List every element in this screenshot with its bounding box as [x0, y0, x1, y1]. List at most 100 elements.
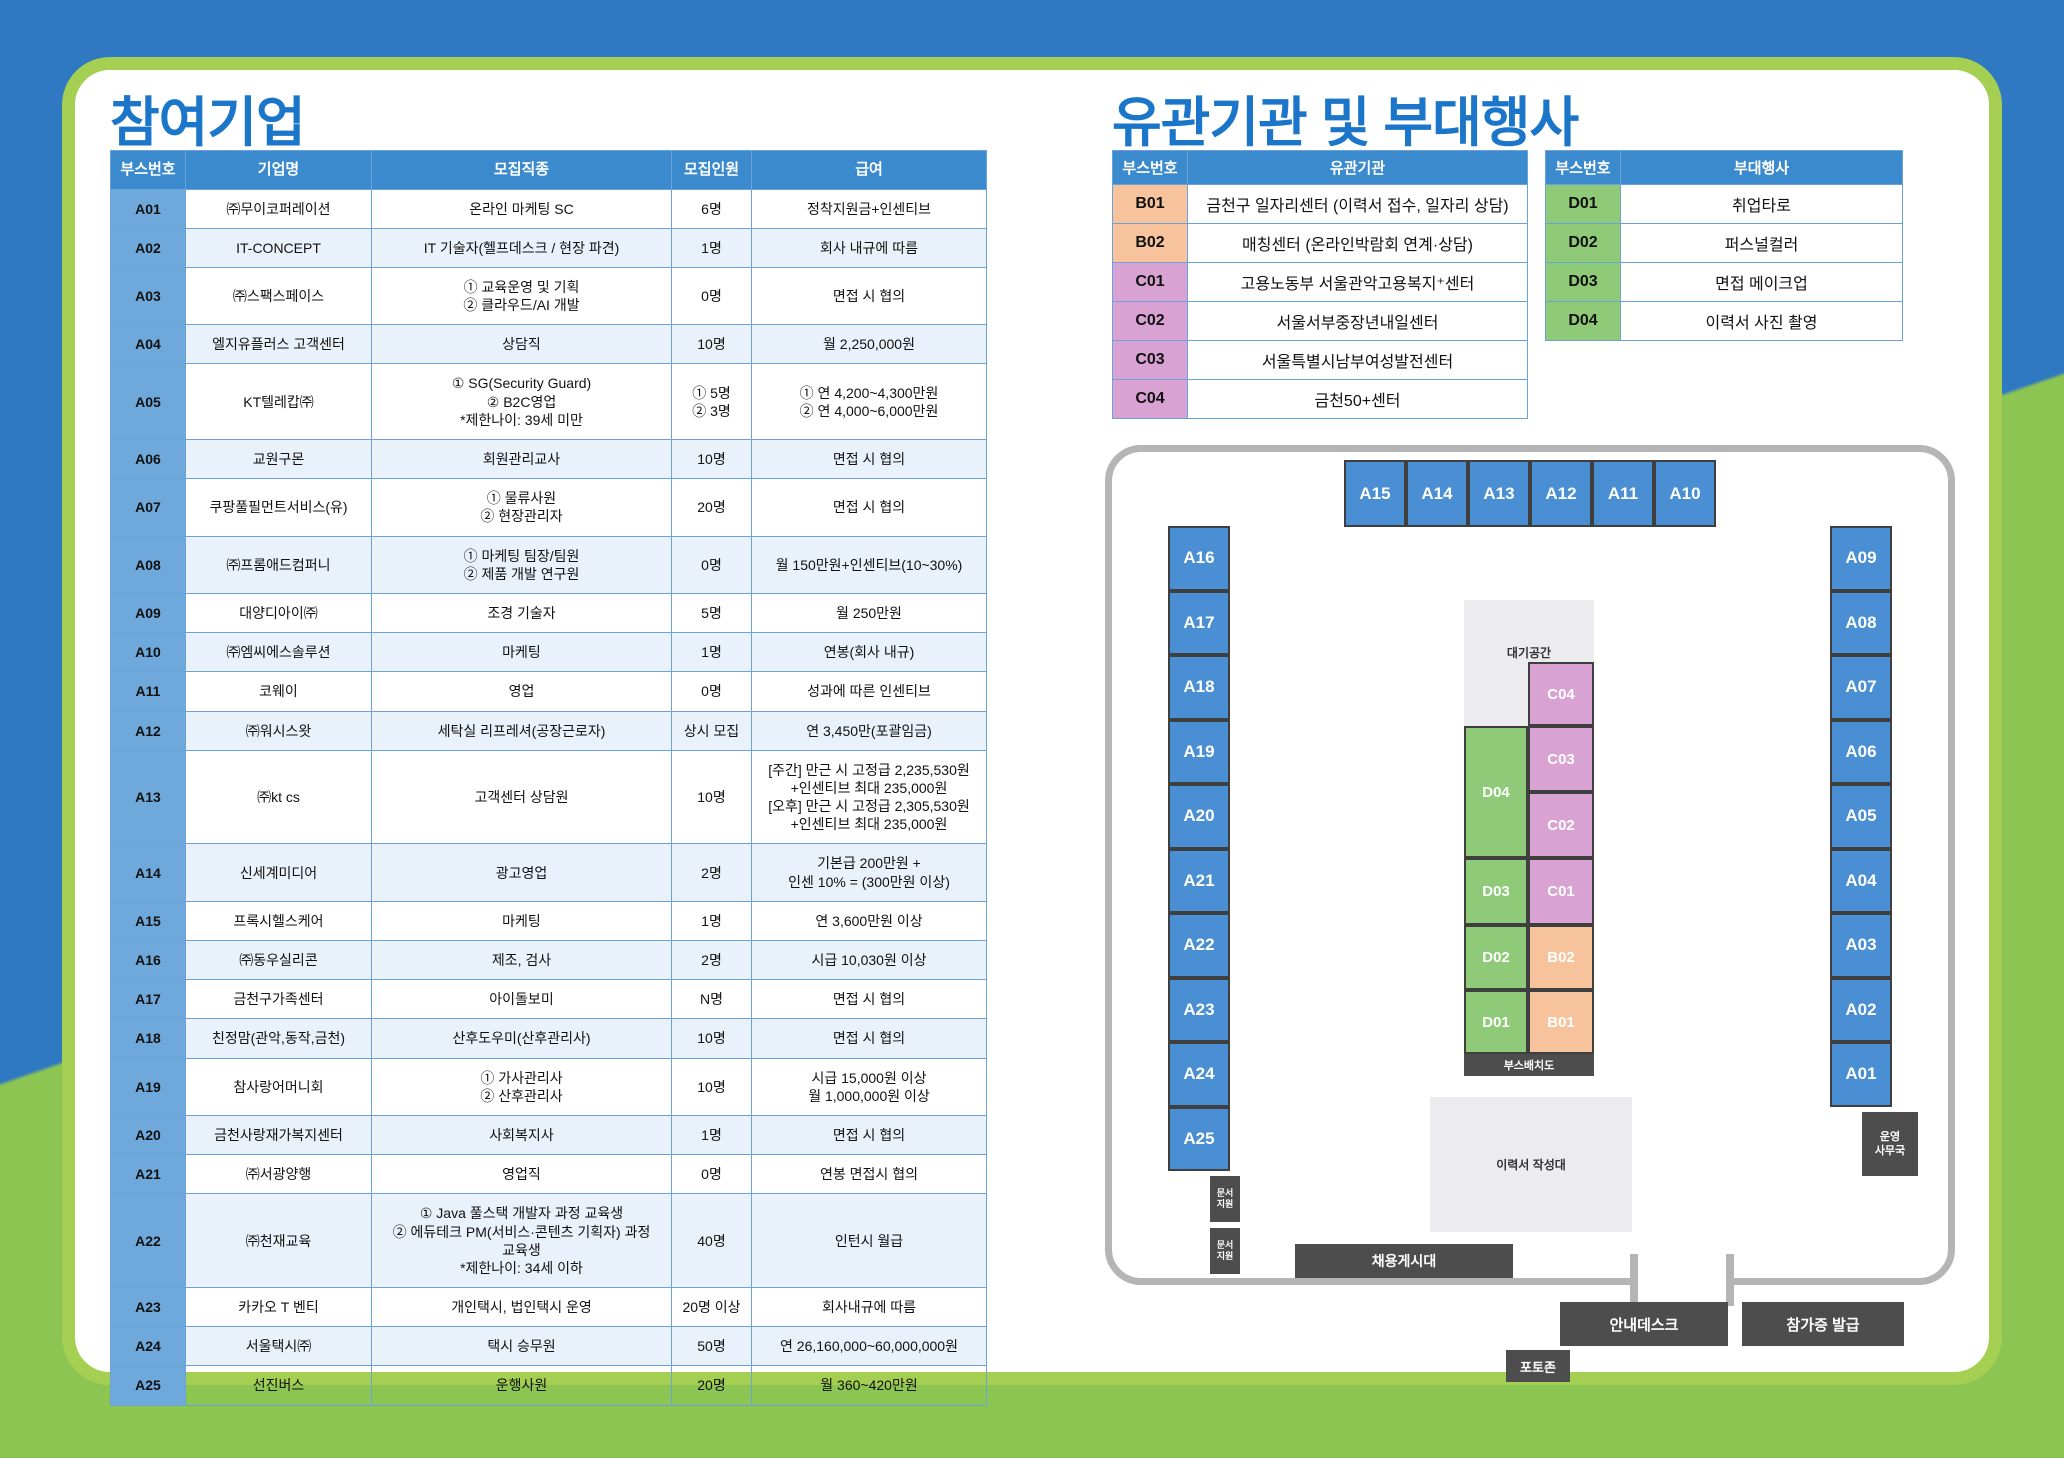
map-booth-A21: A21 [1168, 848, 1230, 913]
column-header: 부스번호 [1112, 150, 1188, 185]
cell-company: IT-CONCEPT [185, 227, 372, 268]
org-table: 부스번호 유관기관 B01 금천구 일자리센터 (이력서 접수, 일자리 상담) B0… [1112, 150, 1528, 419]
cell-salary: 정착지원금+인센티브 [751, 188, 987, 229]
company-row-A01: A01 ㈜무이코퍼레이션 온라인 마케팅 SC 6명 정착지원금+인센티브 [110, 188, 987, 229]
cell-count: 0명 [671, 535, 752, 594]
cell-name: 이력서 사진 촬영 [1620, 301, 1903, 341]
cell-count: 40명 [671, 1193, 752, 1289]
cell-count: 1명 [671, 632, 752, 673]
cell-booth: D03 [1545, 262, 1621, 302]
cell-booth: A01 [110, 188, 186, 229]
cell-job: 세탁실 리프레셔(공장근로자) [371, 710, 672, 751]
cell-name: 매칭센터 (온라인박람회 연계·상담) [1187, 223, 1528, 263]
cell-booth: A20 [110, 1114, 186, 1156]
cell-booth: A25 [110, 1365, 186, 1406]
map-booth-D01: D01 [1464, 990, 1528, 1054]
cell-name: 금천50+센터 [1187, 379, 1528, 419]
operations-office-box: 운영 사무국 [1862, 1112, 1918, 1176]
cell-company: ㈜천재교육 [185, 1193, 372, 1289]
company-row-A16: A16 ㈜동우실리콘 제조, 검사 2명 시급 10,030원 이상 [110, 939, 987, 981]
job-posting-board: 채용게시대 [1295, 1244, 1513, 1278]
center-booth-block: 대기공간 C04 D04 C03 C02 D03 C01 D02 B02 D01… [1464, 600, 1594, 1076]
cell-company: ㈜엠씨에스솔루션 [185, 632, 372, 673]
row-D04: D04 이력서 사진 촬영 [1545, 301, 1903, 341]
cell-count: 6명 [671, 188, 752, 229]
cell-salary: 기본급 200만원 + 인센 10% = (300만원 이상) [751, 843, 987, 902]
row-C04: C04 금천50+센터 [1112, 379, 1528, 419]
cell-booth: A12 [110, 710, 186, 751]
cell-booth: A15 [110, 900, 186, 942]
company-table-header: 부스번호 기업명 모집직종 모집인원 급여 [110, 150, 987, 190]
cell-company: 대양디아이㈜ [185, 592, 372, 634]
map-top-booth-row: A15 A14 A13 A12 A11 A10 [1344, 460, 1716, 527]
map-booth-A08: A08 [1830, 590, 1892, 655]
event-table-header: 부스번호 부대행사 [1545, 150, 1903, 185]
cell-salary: 면접 시 협의 [751, 1018, 987, 1059]
cell-job: 운행사원 [371, 1365, 672, 1406]
cell-count: 5명 [671, 592, 752, 634]
cell-salary: 월 360~420만원 [751, 1365, 987, 1406]
cell-salary: 월 250만원 [751, 592, 987, 634]
cell-count: 1명 [671, 227, 752, 268]
map-booth-D02: D02 [1464, 925, 1528, 990]
cell-salary: 성과에 따른 인센티브 [751, 671, 987, 712]
cell-count: ① 5명 ② 3명 [671, 363, 752, 440]
company-row-A09: A09 대양디아이㈜ 조경 기술자 5명 월 250만원 [110, 592, 987, 634]
company-row-A12: A12 ㈜워시스왓 세탁실 리프레셔(공장근로자) 상시 모집 연 3,450만(포괄임… [110, 710, 987, 751]
cell-booth: A04 [110, 324, 186, 365]
cell-name: 금천구 일자리센터 (이력서 접수, 일자리 상담) [1187, 184, 1528, 224]
cell-company: 선진버스 [185, 1365, 372, 1406]
org-table-header: 부스번호 유관기관 [1112, 150, 1528, 185]
company-row-A20: A20 금천사랑재가복지센터 사회복지사 1명 면접 시 협의 [110, 1114, 987, 1156]
company-row-A15: A15 프록시헬스케어 마케팅 1명 연 3,600만원 이상 [110, 900, 987, 942]
company-row-A17: A17 금천구가족센터 아이돌보미 N명 면접 시 협의 [110, 979, 987, 1020]
column-header: 부스번호 [110, 150, 186, 190]
cell-job: 고객센터 상담원 [371, 749, 672, 845]
company-row-A21: A21 ㈜서광양행 영업직 0명 연봉 면접시 협의 [110, 1154, 987, 1195]
map-booth-C04: C04 [1528, 662, 1594, 726]
cell-company: ㈜서광양행 [185, 1154, 372, 1195]
map-booth-A13: A13 [1468, 460, 1530, 527]
cell-count: 상시 모집 [671, 710, 752, 751]
company-row-A18: A18 친정맘(관악,동작,금천) 산후도우미(산후관리사) 10명 면접 시 협의 [110, 1018, 987, 1059]
row-D02: D02 퍼스널컬러 [1545, 223, 1903, 263]
cell-booth: B01 [1112, 184, 1188, 224]
entrance-tick-left [1630, 1254, 1638, 1306]
cell-count: 10명 [671, 749, 752, 845]
map-booth-A05: A05 [1830, 784, 1892, 849]
cell-company: ㈜동우실리콘 [185, 939, 372, 981]
cell-job: 아이돌보미 [371, 979, 672, 1020]
column-header: 기업명 [185, 150, 372, 190]
org-table-body: B01 금천구 일자리센터 (이력서 접수, 일자리 상담) B02 매칭센터 (온라… [1112, 184, 1528, 419]
cell-booth: C03 [1112, 340, 1188, 380]
cell-salary: 면접 시 협의 [751, 979, 987, 1020]
booth-layout-caption: 부스배치도 [1464, 1054, 1594, 1076]
cell-job: ① 물류사원 ② 현장관리자 [371, 478, 672, 537]
cell-salary: 연봉(회사 내규) [751, 632, 987, 673]
column-header: 부대행사 [1620, 150, 1903, 185]
cell-booth: C02 [1112, 301, 1188, 341]
company-row-A24: A24 서울택시㈜ 택시 승무원 50명 연 26,160,000~60,000,000… [110, 1326, 987, 1367]
cell-salary: 면접 시 협의 [751, 438, 987, 480]
cell-job: ① SG(Security Guard) ② B2C영업 *제한나이: 39세 … [371, 363, 672, 440]
map-booth-A14: A14 [1406, 460, 1468, 527]
map-booth-A03: A03 [1830, 913, 1892, 978]
map-booth-D03: D03 [1464, 858, 1528, 925]
resume-writing-area: 이력서 작성대 [1430, 1097, 1632, 1232]
cell-count: 2명 [671, 939, 752, 981]
cell-booth: A16 [110, 939, 186, 981]
cell-booth: A02 [110, 227, 186, 268]
company-row-A19: A19 참사랑어머니회 ① 가사관리사 ② 산후관리사 10명 시급 15,000원 이… [110, 1057, 987, 1116]
column-header: 모집직종 [371, 150, 672, 190]
map-booth-A04: A04 [1830, 848, 1892, 913]
cell-job: 조경 기술자 [371, 592, 672, 634]
cell-job: 영업 [371, 671, 672, 712]
map-booth-B02: B02 [1528, 925, 1594, 990]
map-booth-D04: D04 [1464, 726, 1528, 858]
cell-booth: A17 [110, 979, 186, 1020]
row-C03: C03 서울특별시남부여성발전센터 [1112, 340, 1528, 380]
map-right-booth-column: A09 A08 A07 A06 A05 A04 A03 A02 A01 [1830, 526, 1892, 1107]
company-table: 부스번호 기업명 모집직종 모집인원 급여 A01 ㈜무이코퍼레이션 온라인 마케팅 SC 6… [110, 150, 987, 1406]
cell-job: 개인택시, 법인택시 운영 [371, 1287, 672, 1328]
cell-company: ㈜프롬애드컴퍼니 [185, 535, 372, 594]
